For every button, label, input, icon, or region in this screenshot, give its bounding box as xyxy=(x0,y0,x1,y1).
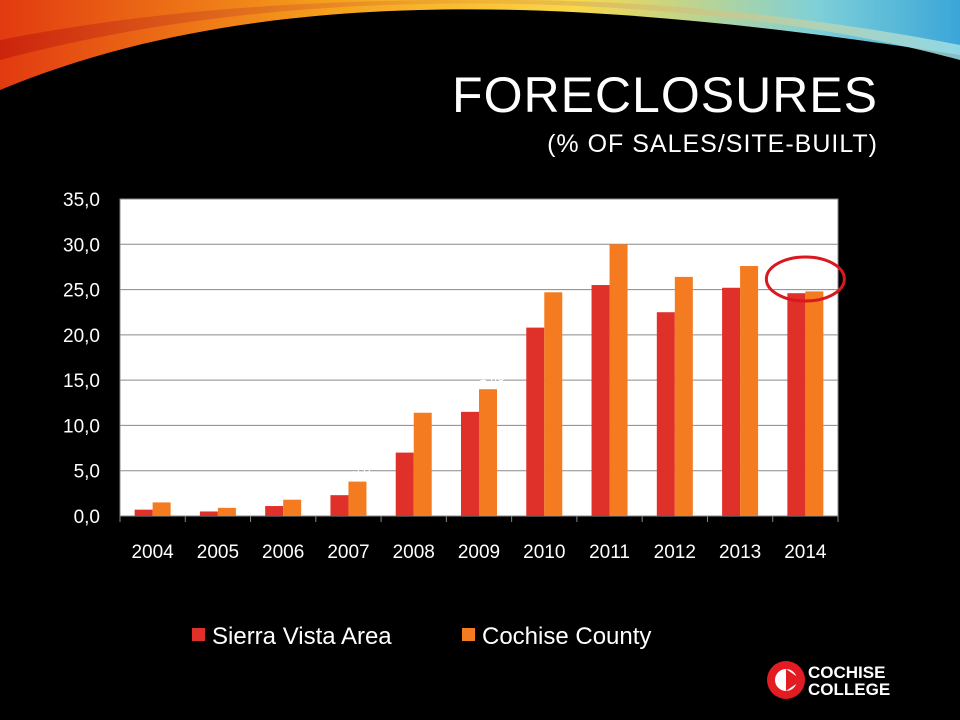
bar-sierra-vista xyxy=(134,509,153,516)
data-label: 0,9 xyxy=(222,488,240,503)
data-label: 30,0 xyxy=(610,224,635,239)
data-label: 1,1 xyxy=(252,486,270,501)
data-label: 24,6 xyxy=(771,273,796,288)
data-label: 7,0 xyxy=(383,433,401,448)
y-tick-label: 10,0 xyxy=(63,416,100,437)
bar-cochise-county xyxy=(217,507,236,516)
bar-sierra-vista xyxy=(656,312,675,516)
data-label: 2,3 xyxy=(317,475,335,490)
x-tick-label: 2006 xyxy=(262,542,304,563)
bar-sierra-vista xyxy=(591,285,610,516)
highlight-circle xyxy=(764,255,846,303)
y-tick-label: 25,0 xyxy=(63,281,100,302)
data-label: 24,8 xyxy=(806,271,831,286)
bar-cochise-county xyxy=(544,292,563,516)
bar-cochise-county xyxy=(479,389,497,516)
x-tick-label: 2009 xyxy=(458,542,500,563)
slide-subtitle: (% OF SALES/SITE-BUILT) xyxy=(547,130,878,158)
decorative-swoosh xyxy=(0,0,960,90)
y-tick-label: 15,0 xyxy=(63,371,100,392)
x-tick-label: 2013 xyxy=(719,542,761,563)
bar-cochise-county xyxy=(609,244,628,517)
data-label: 11,4 xyxy=(415,393,439,408)
college-logo-text: COCHISE COLLEGE xyxy=(808,664,890,698)
bar-cochise-county xyxy=(674,276,693,516)
slide-title: FORECLOSURES xyxy=(452,67,878,123)
bar-sierra-vista xyxy=(395,452,414,516)
x-tick-label: 2014 xyxy=(784,542,827,563)
bar-sierra-vista xyxy=(265,506,284,516)
x-tick-label: 2010 xyxy=(523,542,565,563)
data-label: 3,8 xyxy=(352,462,370,477)
legend-label: Cochise County xyxy=(482,623,651,650)
legend-label: Sierra Vista Area xyxy=(212,623,392,650)
college-logo-icon xyxy=(767,661,805,699)
data-label: 20,8 xyxy=(510,308,535,323)
bar-sierra-vista xyxy=(461,411,479,516)
data-label: 1,8 xyxy=(287,480,305,495)
bar-cochise-county xyxy=(740,266,759,516)
legend-swatch xyxy=(462,628,475,641)
bar-cochise-county xyxy=(413,412,432,516)
logo-line-2: COLLEGE xyxy=(808,680,891,699)
data-label: 14,0 xyxy=(479,369,504,384)
data-label: 24,7 xyxy=(545,272,570,287)
data-label: 0,7 xyxy=(122,490,140,505)
y-tick-label: 20,0 xyxy=(63,326,100,347)
y-tick-label: 5,0 xyxy=(74,462,100,483)
x-tick-label: 2007 xyxy=(327,542,369,563)
bar-cochise-county xyxy=(283,499,302,516)
y-tick-label: 35,0 xyxy=(63,190,100,211)
data-label: 25,5 xyxy=(575,265,600,280)
data-label: 0,5 xyxy=(187,491,205,506)
bar-cochise-county xyxy=(152,502,171,516)
data-label: 22,5 xyxy=(640,292,665,307)
data-label: 1,5 xyxy=(157,482,175,497)
bar-cochise-county xyxy=(805,291,824,516)
x-tick-label: 2011 xyxy=(589,542,630,563)
data-label: 27,6 xyxy=(740,246,765,261)
data-label: 11,5 xyxy=(445,392,469,407)
bar-cochise-county xyxy=(348,481,367,516)
bar-sierra-vista xyxy=(330,495,349,516)
logo-line-1: COCHISE xyxy=(808,663,886,682)
bar-sierra-vista xyxy=(787,293,806,516)
x-tick-label: 2004 xyxy=(131,542,174,563)
x-tick-label: 2005 xyxy=(197,542,239,563)
x-tick-label: 2008 xyxy=(393,542,435,563)
x-tick-label: 2012 xyxy=(654,542,696,563)
bar-sierra-vista xyxy=(526,327,545,516)
bar-sierra-vista xyxy=(722,287,741,516)
y-tick-label: 30,0 xyxy=(63,235,100,256)
bar-sierra-vista xyxy=(199,511,218,516)
legend-swatch xyxy=(192,628,205,641)
data-label: 25,2 xyxy=(705,268,730,283)
y-tick-label: 0,0 xyxy=(74,507,100,528)
data-label: 26,4 xyxy=(675,257,700,272)
